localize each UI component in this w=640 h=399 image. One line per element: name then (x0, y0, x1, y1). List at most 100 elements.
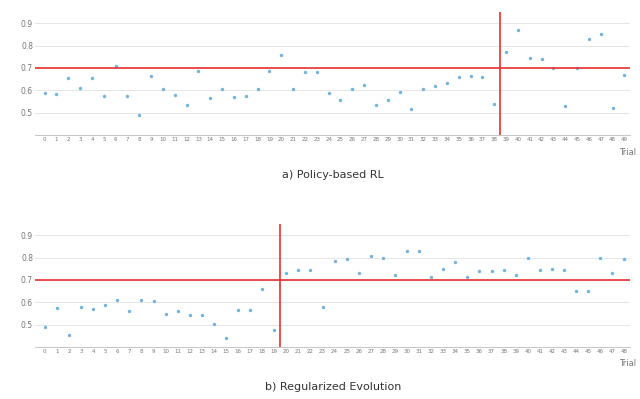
Point (100, 301, 110, 308)
Point (523, 254, 533, 261)
Point (418, 86, 428, 93)
Point (454, 74, 464, 80)
Point (205, 95, 216, 101)
Point (465, 73, 476, 79)
Point (371, 102, 381, 108)
Text: a) Policy-based RL: a) Policy-based RL (282, 170, 383, 180)
Point (348, 86, 358, 93)
Point (354, 270, 364, 277)
Point (584, 36, 594, 42)
Point (378, 254, 388, 261)
Point (158, 86, 168, 93)
Point (88, 306, 99, 312)
Point (99, 93, 109, 99)
Point (173, 308, 183, 314)
Point (414, 248, 424, 254)
Point (288, 86, 298, 93)
Point (486, 268, 497, 274)
Point (124, 308, 134, 314)
Point (209, 320, 219, 327)
Text: Trial: Trial (620, 359, 636, 368)
Point (513, 27, 523, 33)
Point (324, 89, 334, 96)
Point (501, 49, 511, 55)
Point (406, 106, 417, 113)
Point (442, 79, 452, 86)
Point (620, 71, 630, 78)
Point (300, 69, 310, 76)
Point (438, 265, 449, 272)
Point (474, 268, 484, 274)
Point (170, 92, 180, 98)
Point (112, 297, 122, 303)
Point (430, 83, 440, 89)
Point (293, 267, 303, 273)
Point (595, 254, 605, 261)
Point (196, 312, 207, 318)
Point (40, 89, 50, 96)
Point (402, 248, 412, 254)
Point (607, 270, 618, 277)
Point (281, 270, 291, 277)
Point (548, 65, 559, 71)
Point (229, 94, 239, 100)
Point (450, 259, 460, 265)
Point (489, 101, 499, 107)
Point (365, 253, 376, 260)
Point (40, 324, 50, 330)
Point (317, 304, 328, 310)
Point (276, 51, 287, 58)
Point (536, 56, 547, 62)
Point (312, 69, 322, 76)
Point (394, 88, 404, 95)
Point (221, 335, 231, 342)
Point (146, 73, 156, 79)
Point (547, 265, 557, 272)
Point (383, 97, 393, 104)
Point (134, 112, 145, 118)
Point (607, 105, 618, 111)
Point (253, 86, 263, 93)
Point (264, 68, 275, 75)
Point (136, 297, 147, 303)
Point (571, 288, 581, 294)
Point (76, 304, 86, 310)
Text: b) Regularized Evolution: b) Regularized Evolution (264, 381, 401, 392)
Point (52, 305, 62, 311)
Point (63, 75, 74, 81)
Point (499, 267, 509, 273)
Point (477, 74, 488, 80)
Point (245, 307, 255, 313)
Point (560, 103, 570, 109)
Point (241, 93, 251, 99)
Point (335, 97, 346, 104)
Point (390, 272, 400, 279)
Point (596, 31, 606, 38)
Point (122, 93, 132, 99)
Point (342, 255, 352, 262)
Point (511, 272, 521, 279)
Point (111, 63, 121, 69)
Point (217, 86, 227, 93)
Point (269, 327, 280, 334)
Point (257, 286, 268, 292)
Point (572, 65, 582, 71)
Point (620, 255, 630, 262)
Point (161, 310, 171, 317)
Point (87, 75, 97, 81)
Point (184, 312, 195, 318)
Point (426, 273, 436, 280)
Text: Trial: Trial (619, 148, 636, 156)
Point (51, 91, 61, 97)
Point (359, 81, 369, 88)
Point (525, 55, 535, 61)
Point (233, 307, 243, 313)
Point (182, 102, 192, 108)
Point (64, 332, 74, 338)
Point (148, 298, 159, 304)
Point (559, 267, 569, 273)
Point (75, 85, 85, 91)
Point (535, 267, 545, 273)
Point (330, 258, 340, 264)
Point (193, 68, 204, 75)
